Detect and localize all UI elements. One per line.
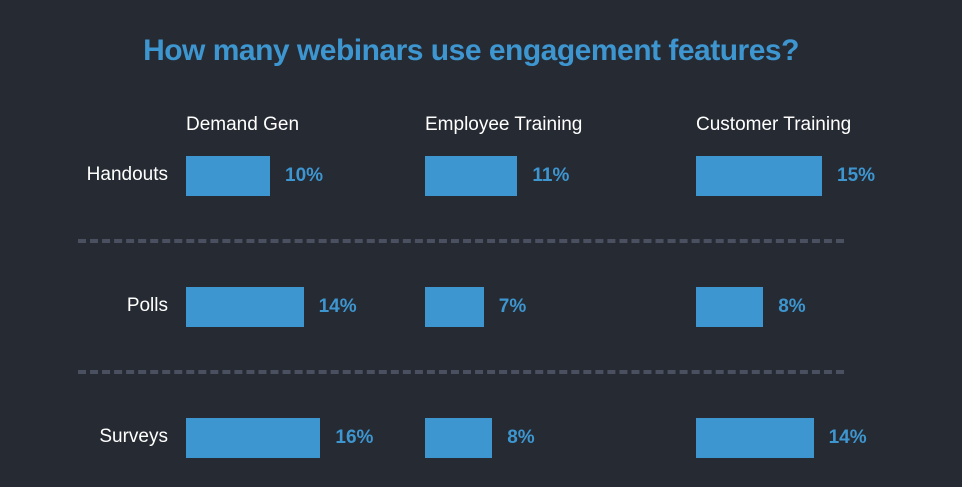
row-divider	[78, 239, 844, 243]
column-header: Demand Gen	[186, 114, 300, 135]
bar	[186, 418, 321, 458]
bar-value-label: 10%	[285, 165, 324, 186]
row-label: Surveys	[99, 426, 168, 447]
bar	[425, 418, 493, 458]
bar	[425, 156, 518, 196]
bar-value-label: 14%	[318, 296, 357, 317]
row-divider	[78, 370, 844, 374]
bar-value-label: 8%	[507, 427, 535, 448]
bar-value-label: 16%	[335, 427, 374, 448]
row-label: Handouts	[86, 164, 168, 185]
bar	[696, 418, 814, 458]
bar-value-label: 8%	[778, 296, 806, 317]
column-header: Customer Training	[696, 114, 852, 135]
bar	[186, 287, 304, 327]
bar	[186, 156, 270, 196]
bar	[696, 156, 822, 196]
chart-title: How many webinars use engagement feature…	[143, 34, 799, 67]
bar	[425, 287, 484, 327]
bar	[696, 287, 764, 327]
row-label: Polls	[126, 295, 168, 316]
bar-value-label: 15%	[837, 165, 876, 186]
column-header: Employee Training	[425, 114, 583, 135]
bar-value-label: 14%	[828, 427, 867, 448]
bar-value-label: 7%	[498, 296, 527, 317]
bar-value-label: 11%	[532, 165, 570, 186]
